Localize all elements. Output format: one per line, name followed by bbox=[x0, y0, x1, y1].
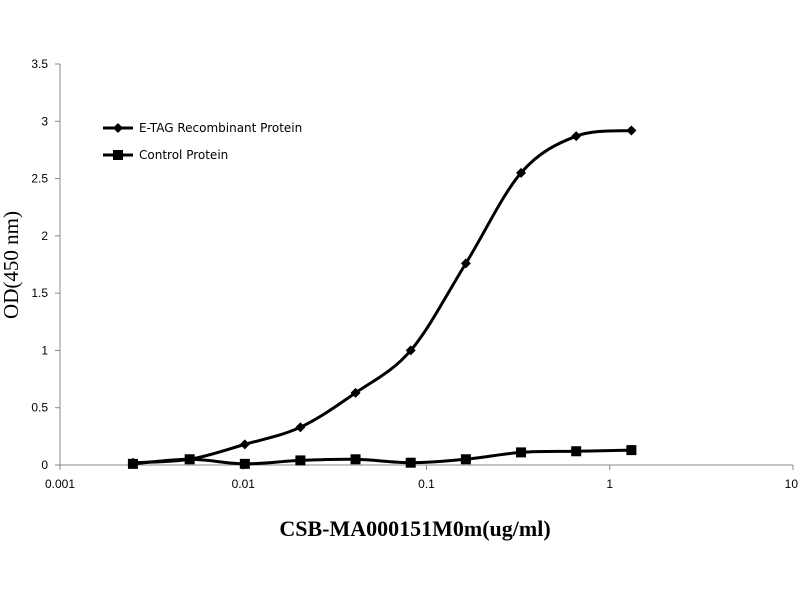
y-tick-label: 0.5 bbox=[31, 401, 48, 415]
diamond-marker bbox=[350, 387, 361, 398]
y-tick-label: 1.5 bbox=[31, 286, 48, 300]
y-tick-label: 2 bbox=[41, 229, 48, 243]
series-lines bbox=[132, 128, 632, 466]
square-marker bbox=[239, 458, 250, 469]
ticks: 0 0.5 1 1.5 2 2.5 3 3.5 0.001 0.01 0.1 1 10 bbox=[31, 57, 798, 491]
diamond-marker bbox=[295, 422, 306, 433]
square-marker bbox=[571, 446, 582, 457]
square-marker bbox=[295, 455, 306, 466]
x-tick-label: 0.001 bbox=[45, 477, 75, 491]
x-tick-label: 0.1 bbox=[418, 477, 435, 491]
y-axis-title: OD(450 nm) bbox=[0, 211, 23, 319]
diamond-marker bbox=[516, 167, 527, 178]
diamond-marker bbox=[405, 345, 416, 356]
square-marker bbox=[127, 458, 138, 469]
y-tick-label: 3.5 bbox=[31, 57, 48, 71]
square-marker bbox=[184, 454, 195, 465]
x-tick-label: 1 bbox=[606, 477, 613, 491]
legend-square-marker bbox=[113, 150, 123, 160]
square-marker bbox=[516, 447, 527, 458]
x-tick-label: 0.01 bbox=[232, 477, 256, 491]
diamond-marker bbox=[626, 125, 637, 136]
square-marker bbox=[405, 457, 416, 468]
y-tick-label: 3 bbox=[41, 114, 48, 128]
y-tick-label: 2.5 bbox=[31, 172, 48, 186]
legend: E-TAG Recombinant Protein Control Protein bbox=[103, 121, 302, 162]
legend-label: E-TAG Recombinant Protein bbox=[139, 121, 302, 135]
series-line-2 bbox=[132, 448, 632, 466]
square-marker bbox=[626, 445, 637, 456]
y-tick-label: 0 bbox=[41, 458, 48, 472]
x-tick-label: 10 bbox=[785, 477, 799, 491]
legend-label: Control Protein bbox=[139, 148, 228, 162]
x-axis-title: CSB-MA000151M0m(ug/ml) bbox=[279, 516, 550, 541]
y-tick-label: 1 bbox=[41, 343, 48, 357]
legend-diamond-marker bbox=[113, 123, 123, 133]
diamond-marker bbox=[460, 258, 471, 269]
diamond-marker bbox=[571, 131, 582, 142]
square-marker bbox=[460, 454, 471, 465]
square-marker bbox=[350, 454, 361, 465]
series-markers bbox=[127, 125, 637, 469]
diamond-marker bbox=[239, 439, 250, 450]
series-line-1 bbox=[132, 128, 632, 465]
